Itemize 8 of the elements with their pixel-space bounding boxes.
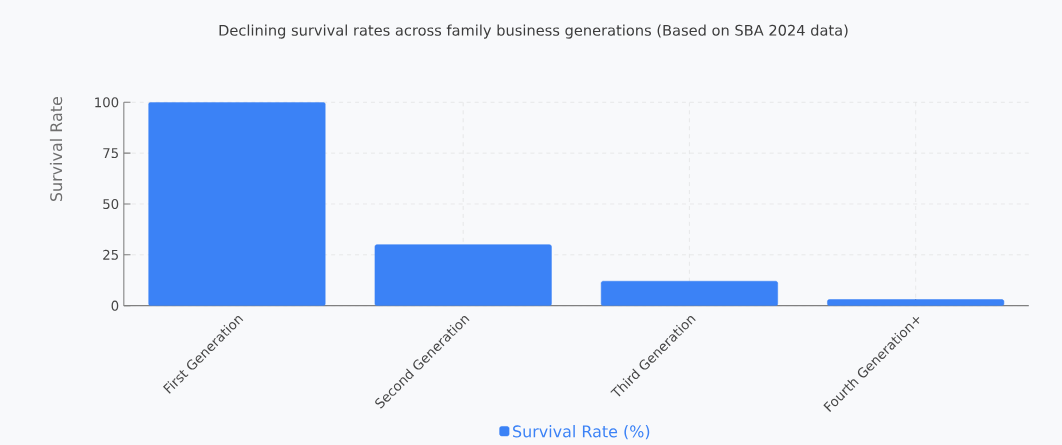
y-tick-label: 0 xyxy=(111,300,119,311)
y-tick-label: 100 xyxy=(95,97,119,108)
legend-label: Survival Rate (%) xyxy=(513,425,650,440)
y-tick-label: 25 xyxy=(103,249,118,260)
y-tick-label: 50 xyxy=(103,198,119,209)
chart-title: Declining survival rates across family business generations (Based on SBA 2024 data) xyxy=(219,24,848,39)
y-tick-label: 75 xyxy=(103,148,118,159)
y-axis-title: Survival Rate xyxy=(49,96,63,202)
